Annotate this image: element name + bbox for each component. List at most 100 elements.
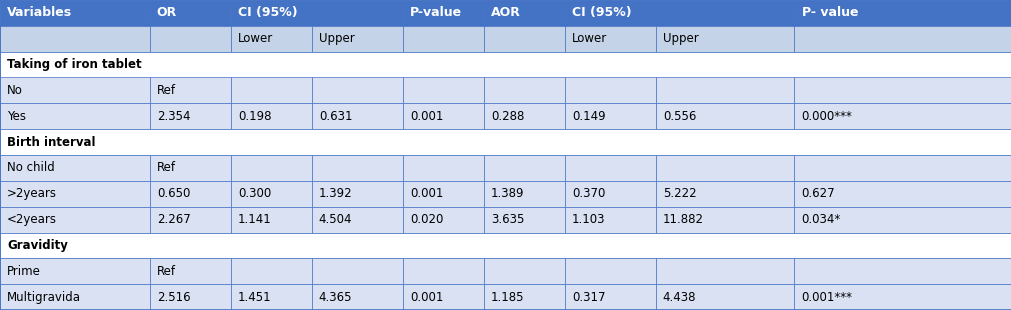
Bar: [402, 26, 483, 52]
Bar: [402, 207, 483, 232]
Bar: [794, 0, 1011, 26]
Text: 0.034*: 0.034*: [801, 213, 840, 226]
Text: Birth interval: Birth interval: [7, 135, 95, 148]
Bar: [150, 103, 231, 129]
Text: Taking of iron tablet: Taking of iron tablet: [7, 58, 142, 71]
Bar: [655, 207, 794, 232]
Bar: [150, 0, 231, 26]
Bar: [0, 155, 150, 181]
Bar: [564, 155, 655, 181]
Text: 0.288: 0.288: [490, 110, 524, 123]
Bar: [0, 181, 150, 207]
Text: >2years: >2years: [7, 187, 57, 200]
Bar: [794, 78, 1011, 103]
Text: Variables: Variables: [7, 7, 72, 20]
Bar: [655, 181, 794, 207]
Bar: [311, 181, 402, 207]
Bar: [483, 0, 564, 26]
Text: P-value: P-value: [409, 7, 462, 20]
Bar: [655, 103, 794, 129]
Bar: [150, 258, 231, 284]
Text: Yes: Yes: [7, 110, 26, 123]
Text: Multigravida: Multigravida: [7, 290, 81, 303]
Text: 2.354: 2.354: [157, 110, 190, 123]
Bar: [150, 26, 231, 52]
Text: No: No: [7, 84, 23, 97]
Text: <2years: <2years: [7, 213, 57, 226]
Text: 0.370: 0.370: [571, 187, 605, 200]
Bar: [0, 258, 150, 284]
Text: OR: OR: [157, 7, 177, 20]
Bar: [402, 181, 483, 207]
Bar: [311, 26, 402, 52]
Text: 0.198: 0.198: [238, 110, 271, 123]
Bar: [150, 155, 231, 181]
Bar: [0, 78, 150, 103]
Bar: [150, 284, 231, 310]
Text: 2.267: 2.267: [157, 213, 190, 226]
Bar: [231, 103, 311, 129]
Bar: [655, 258, 794, 284]
Text: Ref: Ref: [157, 162, 176, 175]
Bar: [655, 78, 794, 103]
Bar: [0, 103, 150, 129]
Bar: [311, 155, 402, 181]
Bar: [231, 155, 311, 181]
Text: 0.317: 0.317: [571, 290, 605, 303]
Text: 4.365: 4.365: [318, 290, 352, 303]
Text: No child: No child: [7, 162, 55, 175]
Bar: [231, 78, 311, 103]
Bar: [150, 181, 231, 207]
Bar: [794, 207, 1011, 232]
Text: Gravidity: Gravidity: [7, 239, 68, 252]
Text: 1.451: 1.451: [238, 290, 271, 303]
Bar: [564, 0, 794, 26]
Bar: [483, 181, 564, 207]
Bar: [150, 78, 231, 103]
Text: CI (95%): CI (95%): [238, 7, 297, 20]
Text: 0.556: 0.556: [662, 110, 696, 123]
Bar: [231, 0, 402, 26]
Bar: [483, 284, 564, 310]
Text: 0.001***: 0.001***: [801, 290, 851, 303]
Text: 1.185: 1.185: [490, 290, 524, 303]
Text: 0.631: 0.631: [318, 110, 352, 123]
Bar: [0, 284, 150, 310]
Text: P- value: P- value: [801, 7, 857, 20]
Bar: [231, 26, 311, 52]
Bar: [483, 155, 564, 181]
Bar: [564, 258, 655, 284]
Text: 3.635: 3.635: [490, 213, 524, 226]
Bar: [564, 78, 655, 103]
Text: 2.516: 2.516: [157, 290, 190, 303]
Bar: [0, 129, 1011, 155]
Bar: [794, 26, 1011, 52]
Bar: [794, 284, 1011, 310]
Bar: [311, 258, 402, 284]
Text: Lower: Lower: [571, 32, 607, 45]
Bar: [231, 207, 311, 232]
Bar: [564, 284, 655, 310]
Bar: [402, 103, 483, 129]
Text: 0.627: 0.627: [801, 187, 834, 200]
Bar: [231, 258, 311, 284]
Text: 0.020: 0.020: [409, 213, 443, 226]
Bar: [402, 284, 483, 310]
Bar: [311, 207, 402, 232]
Text: Ref: Ref: [157, 84, 176, 97]
Bar: [0, 207, 150, 232]
Text: Ref: Ref: [157, 265, 176, 278]
Bar: [794, 155, 1011, 181]
Text: 0.300: 0.300: [238, 187, 271, 200]
Text: 0.001: 0.001: [409, 110, 443, 123]
Bar: [483, 258, 564, 284]
Bar: [483, 207, 564, 232]
Bar: [564, 103, 655, 129]
Text: Prime: Prime: [7, 265, 40, 278]
Bar: [564, 181, 655, 207]
Bar: [655, 26, 794, 52]
Text: 0.001: 0.001: [409, 187, 443, 200]
Bar: [483, 26, 564, 52]
Bar: [311, 284, 402, 310]
Text: 1.392: 1.392: [318, 187, 352, 200]
